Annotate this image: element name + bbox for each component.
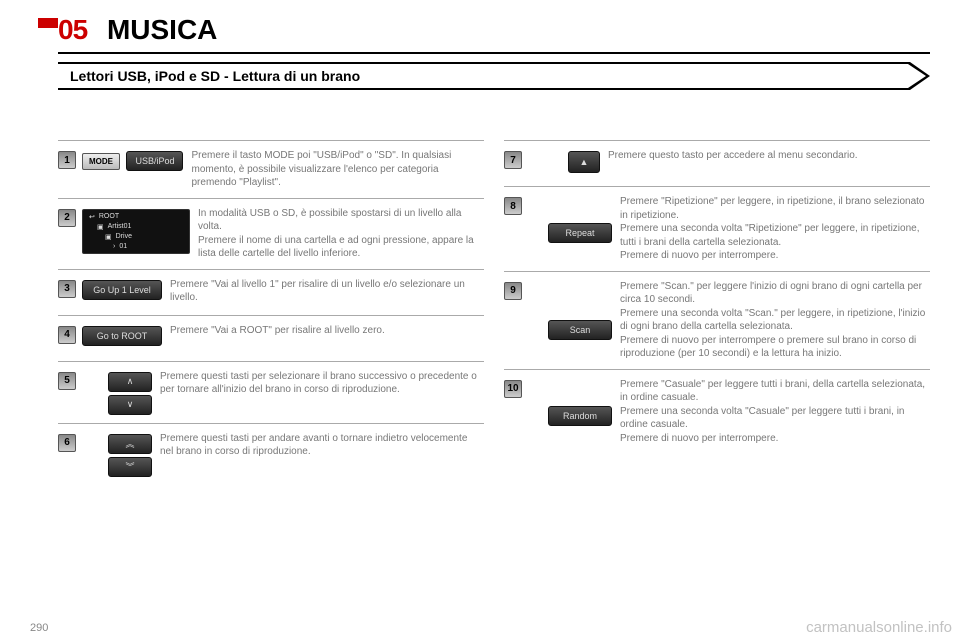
step-number: 3 <box>58 280 76 298</box>
step-row: 5 ∧ ∨ Premere questi tasti per seleziona… <box>58 361 484 423</box>
step-text: Premere "Vai al livello 1" per risalire … <box>170 278 480 305</box>
subtitle-endcap-icon <box>850 62 930 90</box>
step-number: 9 <box>504 282 522 300</box>
random-button[interactable]: Random <box>548 406 612 426</box>
step-icon: MODE USB/iPod <box>82 151 183 171</box>
next-track-button[interactable]: ∨ <box>108 395 152 415</box>
back-icon: ↩ <box>89 213 95 221</box>
step-icon: Scan <box>548 320 612 340</box>
page-header: 05 MUSICA <box>58 16 217 44</box>
step-row: 9 Scan Premere "Scan." per leggere l'ini… <box>504 271 930 369</box>
step-text: Premere "Scan." per leggere l'inizio di … <box>620 280 926 361</box>
step-text: Premere questi tasti per selezionare il … <box>160 370 480 397</box>
step-icon: Go Up 1 Level <box>82 280 162 300</box>
step-icon: Go to ROOT <box>82 326 162 346</box>
section-title: MUSICA <box>107 14 217 45</box>
step-text: In modalità USB o SD, è possibile sposta… <box>198 207 480 261</box>
step-text: Premere questi tasti per andare avanti o… <box>160 432 480 459</box>
step-text: Premere il tasto MODE poi "USB/iPod" o "… <box>191 149 480 190</box>
submenu-up-button[interactable]: ▲ <box>568 151 600 173</box>
usb-ipod-button[interactable]: USB/iPod <box>126 151 183 171</box>
subtitle-bar: Lettori USB, iPod e SD - Lettura di un b… <box>58 62 930 90</box>
folder-icon: ▣ <box>105 233 112 241</box>
folder-icon: ▣ <box>97 223 104 231</box>
step-row: 4 Go to ROOT Premere "Vai a ROOT" per ri… <box>58 315 484 361</box>
prev-track-button[interactable]: ∧ <box>108 372 152 392</box>
step-text: Premere questo tasto per accedere al men… <box>608 149 926 163</box>
step-row: 10 Random Premere "Casuale" per leggere … <box>504 369 930 454</box>
content-columns: 1 MODE USB/iPod Premere il tasto MODE po… <box>58 140 930 610</box>
step-text: Premere "Casuale" per leggere tutti i br… <box>620 378 926 446</box>
step-row: 1 MODE USB/iPod Premere il tasto MODE po… <box>58 140 484 198</box>
step-number: 5 <box>58 372 76 390</box>
step-icon: ∧ ∨ <box>108 372 152 415</box>
left-column: 1 MODE USB/iPod Premere il tasto MODE po… <box>58 140 484 610</box>
step-number: 4 <box>58 326 76 344</box>
page-number: 290 <box>30 622 48 634</box>
rewind-button[interactable]: ︾ <box>108 457 152 477</box>
step-number: 6 <box>58 434 76 452</box>
step-number: 7 <box>504 151 522 169</box>
section-number: 05 <box>58 14 87 45</box>
step-number: 2 <box>58 209 76 227</box>
play-icon: › <box>113 243 115 250</box>
step-number: 1 <box>58 151 76 169</box>
menu-drive: Drive <box>116 233 132 240</box>
step-icon: ↩ ROOT ▣ Artist01 ▣ Drive › 01 <box>82 209 190 254</box>
step-row: 2 ↩ ROOT ▣ Artist01 ▣ Drive › 01 In modalità… <box>58 198 484 269</box>
fast-forward-button[interactable]: ︽ <box>108 434 152 454</box>
menu-root: ROOT <box>99 213 119 220</box>
step-row: 8 Repeat Premere "Ripetizione" per legge… <box>504 186 930 271</box>
step-icon: Random <box>548 406 612 426</box>
step-row: 6 ︽ ︾ Premere questi tasti per andare av… <box>58 423 484 485</box>
header-rule <box>58 52 930 54</box>
subtitle-text: Lettori USB, iPod e SD - Lettura di un b… <box>58 62 850 90</box>
mode-button[interactable]: MODE <box>82 153 120 170</box>
right-column: 7 ▲ Premere questo tasto per accedere al… <box>504 140 930 610</box>
step-text: Premere "Vai a ROOT" per risalire al liv… <box>170 324 480 338</box>
go-up-level-button[interactable]: Go Up 1 Level <box>82 280 162 300</box>
manual-page: 05 MUSICA Lettori USB, iPod e SD - Lettu… <box>0 0 960 640</box>
go-to-root-button[interactable]: Go to ROOT <box>82 326 162 346</box>
step-number: 10 <box>504 380 522 398</box>
menu-artist: Artist01 <box>108 223 132 230</box>
watermark: carmanualsonline.info <box>806 619 952 636</box>
accent-tab <box>38 18 58 28</box>
step-text: Premere "Ripetizione" per leggere, in ri… <box>620 195 926 263</box>
step-icon: Repeat <box>548 223 612 243</box>
step-number: 8 <box>504 197 522 215</box>
step-icon: ▲ <box>568 151 600 173</box>
scan-button[interactable]: Scan <box>548 320 612 340</box>
step-row: 7 ▲ Premere questo tasto per accedere al… <box>504 140 930 186</box>
step-icon: ︽ ︾ <box>108 434 152 477</box>
folder-menu-panel: ↩ ROOT ▣ Artist01 ▣ Drive › 01 <box>82 209 190 254</box>
step-row: 3 Go Up 1 Level Premere "Vai al livello … <box>58 269 484 315</box>
repeat-button[interactable]: Repeat <box>548 223 612 243</box>
menu-track: 01 <box>119 243 127 250</box>
